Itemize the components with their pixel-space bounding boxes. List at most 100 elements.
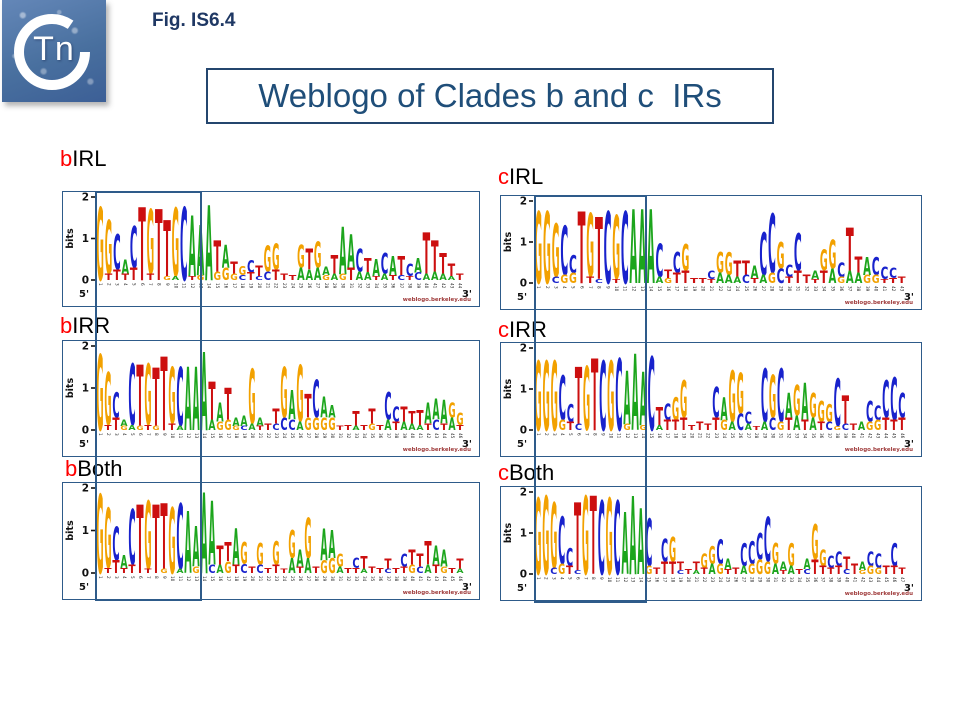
svg-text:18: 18	[673, 433, 678, 439]
weblogo-panel-bIRR: 2 1 0 bits G 1 G T 2 C T 3 A G 4 C A 5 T G 6 G T 7 T G 8 T 9 G T 10 C A 11…	[62, 331, 480, 457]
svg-text:A: A	[208, 416, 216, 433]
svg-text:C: C	[837, 259, 845, 282]
svg-text:G: G	[264, 240, 272, 281]
svg-text:T: T	[104, 567, 111, 575]
svg-text:T: T	[400, 566, 408, 576]
clade-prefix: c	[498, 460, 509, 485]
svg-text:T: T	[147, 273, 155, 283]
svg-text:A: A	[200, 341, 207, 453]
svg-text:C: C	[737, 411, 744, 437]
svg-text:28: 28	[770, 286, 775, 292]
svg-text:14: 14	[639, 577, 644, 583]
weblogo-panel-cIRR: 2 1 0 bits G 1 G 2 G 3 C G 4 C T 5 T C 6 G 7 T 8 C 9 G 10 C 11 A G 12 A 1…	[500, 334, 922, 457]
svg-text:T: T	[653, 567, 661, 577]
svg-text:45: 45	[450, 576, 455, 582]
svg-text:C: C	[176, 351, 183, 445]
svg-text:A: A	[408, 423, 416, 433]
svg-text:31: 31	[338, 576, 343, 582]
svg-text:G: G	[240, 538, 247, 571]
svg-text:T: T	[280, 273, 288, 283]
svg-text:27: 27	[761, 286, 766, 292]
svg-text:9: 9	[165, 283, 170, 286]
svg-text:35: 35	[805, 577, 810, 583]
svg-text:G: G	[817, 395, 824, 428]
svg-text:G: G	[339, 273, 347, 283]
svg-text:G: G	[368, 423, 375, 433]
svg-text:T: T	[575, 352, 582, 443]
svg-text:C: C	[673, 246, 681, 279]
svg-text:27: 27	[315, 283, 320, 289]
svg-text:30: 30	[341, 283, 346, 289]
svg-text:A: A	[740, 563, 748, 577]
svg-text:G: G	[168, 490, 175, 595]
svg-text:C: C	[384, 387, 391, 429]
svg-text:9: 9	[601, 433, 606, 436]
svg-text:46: 46	[458, 433, 463, 439]
svg-text:G: G	[701, 550, 708, 573]
svg-text:G: G	[769, 363, 776, 431]
svg-text:44: 44	[884, 433, 889, 439]
svg-text:40: 40	[424, 283, 429, 289]
svg-text:G: G	[569, 270, 577, 286]
svg-text:C: C	[656, 235, 664, 287]
svg-text:T: T	[574, 487, 581, 592]
svg-text:T: T	[590, 487, 597, 597]
svg-text:2: 2	[82, 483, 89, 495]
svg-text:G: G	[725, 248, 733, 283]
panel-name: IRR	[72, 313, 111, 338]
svg-text:3: 3	[552, 433, 557, 436]
svg-text:T: T	[661, 559, 669, 578]
svg-text:T: T	[704, 423, 712, 433]
svg-text:39: 39	[402, 433, 407, 439]
svg-text:T: T	[163, 204, 171, 294]
svg-text:7: 7	[148, 283, 153, 286]
svg-text:G: G	[232, 424, 240, 431]
svg-text:31: 31	[796, 286, 801, 292]
svg-text:23: 23	[726, 286, 731, 292]
svg-text:T: T	[819, 563, 827, 577]
svg-text:T: T	[811, 556, 818, 579]
svg-text:C: C	[677, 568, 684, 575]
svg-text:24: 24	[718, 577, 723, 583]
svg-text:43: 43	[876, 433, 881, 439]
svg-text:T: T	[898, 415, 906, 434]
svg-text:G: G	[239, 263, 247, 278]
svg-text:36: 36	[819, 433, 824, 439]
svg-text:14: 14	[202, 576, 207, 582]
svg-text:5': 5'	[517, 583, 527, 594]
svg-text:41: 41	[418, 433, 423, 439]
svg-text:T: T	[456, 273, 464, 283]
svg-text:35: 35	[382, 283, 387, 289]
svg-text:33: 33	[795, 433, 800, 439]
svg-text:G: G	[606, 487, 613, 597]
svg-text:T: T	[256, 424, 264, 431]
weblogo-panel-bIRL: 2 1 0 bits G 1 G T 2 C T 3 A T 4 C T 5 T 6 G T 7 T 8 T G 9 G A 10 C 11 A T…	[62, 186, 480, 307]
svg-text:G: G	[552, 211, 560, 295]
svg-text:20: 20	[701, 286, 706, 292]
clade-prefix: b	[60, 313, 73, 338]
svg-text:T: T	[699, 277, 707, 285]
svg-text:T: T	[707, 277, 715, 284]
svg-text:C: C	[835, 548, 842, 571]
ctn-logo-badge: Tn	[2, 0, 106, 102]
weblogo-panel-cBoth: 2 1 0 bits G 1 G 2 G C 3 C G 4 C T 5 T C 6 G 7 T 8 C 9 G 10 C 11 A 12 A 1…	[500, 475, 922, 601]
panel-label-bBoth: bBoth	[65, 456, 123, 482]
svg-text:T: T	[272, 405, 279, 429]
svg-text:T: T	[672, 417, 680, 433]
svg-text:G: G	[811, 517, 818, 572]
svg-text:A: A	[656, 276, 665, 286]
svg-text:T: T	[733, 257, 741, 283]
svg-text:C: C	[264, 269, 272, 283]
svg-text:G: G	[104, 359, 111, 443]
svg-text:12: 12	[190, 283, 195, 289]
svg-text:A: A	[322, 264, 330, 278]
svg-text:T: T	[368, 566, 376, 576]
page-title: Weblogo of Clades b and c IRs	[258, 77, 722, 114]
svg-text:35: 35	[811, 433, 816, 439]
svg-text:32: 32	[346, 433, 351, 439]
svg-text:A: A	[440, 546, 447, 573]
svg-text:9: 9	[162, 576, 167, 579]
svg-text:29: 29	[322, 576, 327, 582]
svg-text:37: 37	[386, 576, 391, 582]
svg-text:A: A	[788, 563, 796, 577]
